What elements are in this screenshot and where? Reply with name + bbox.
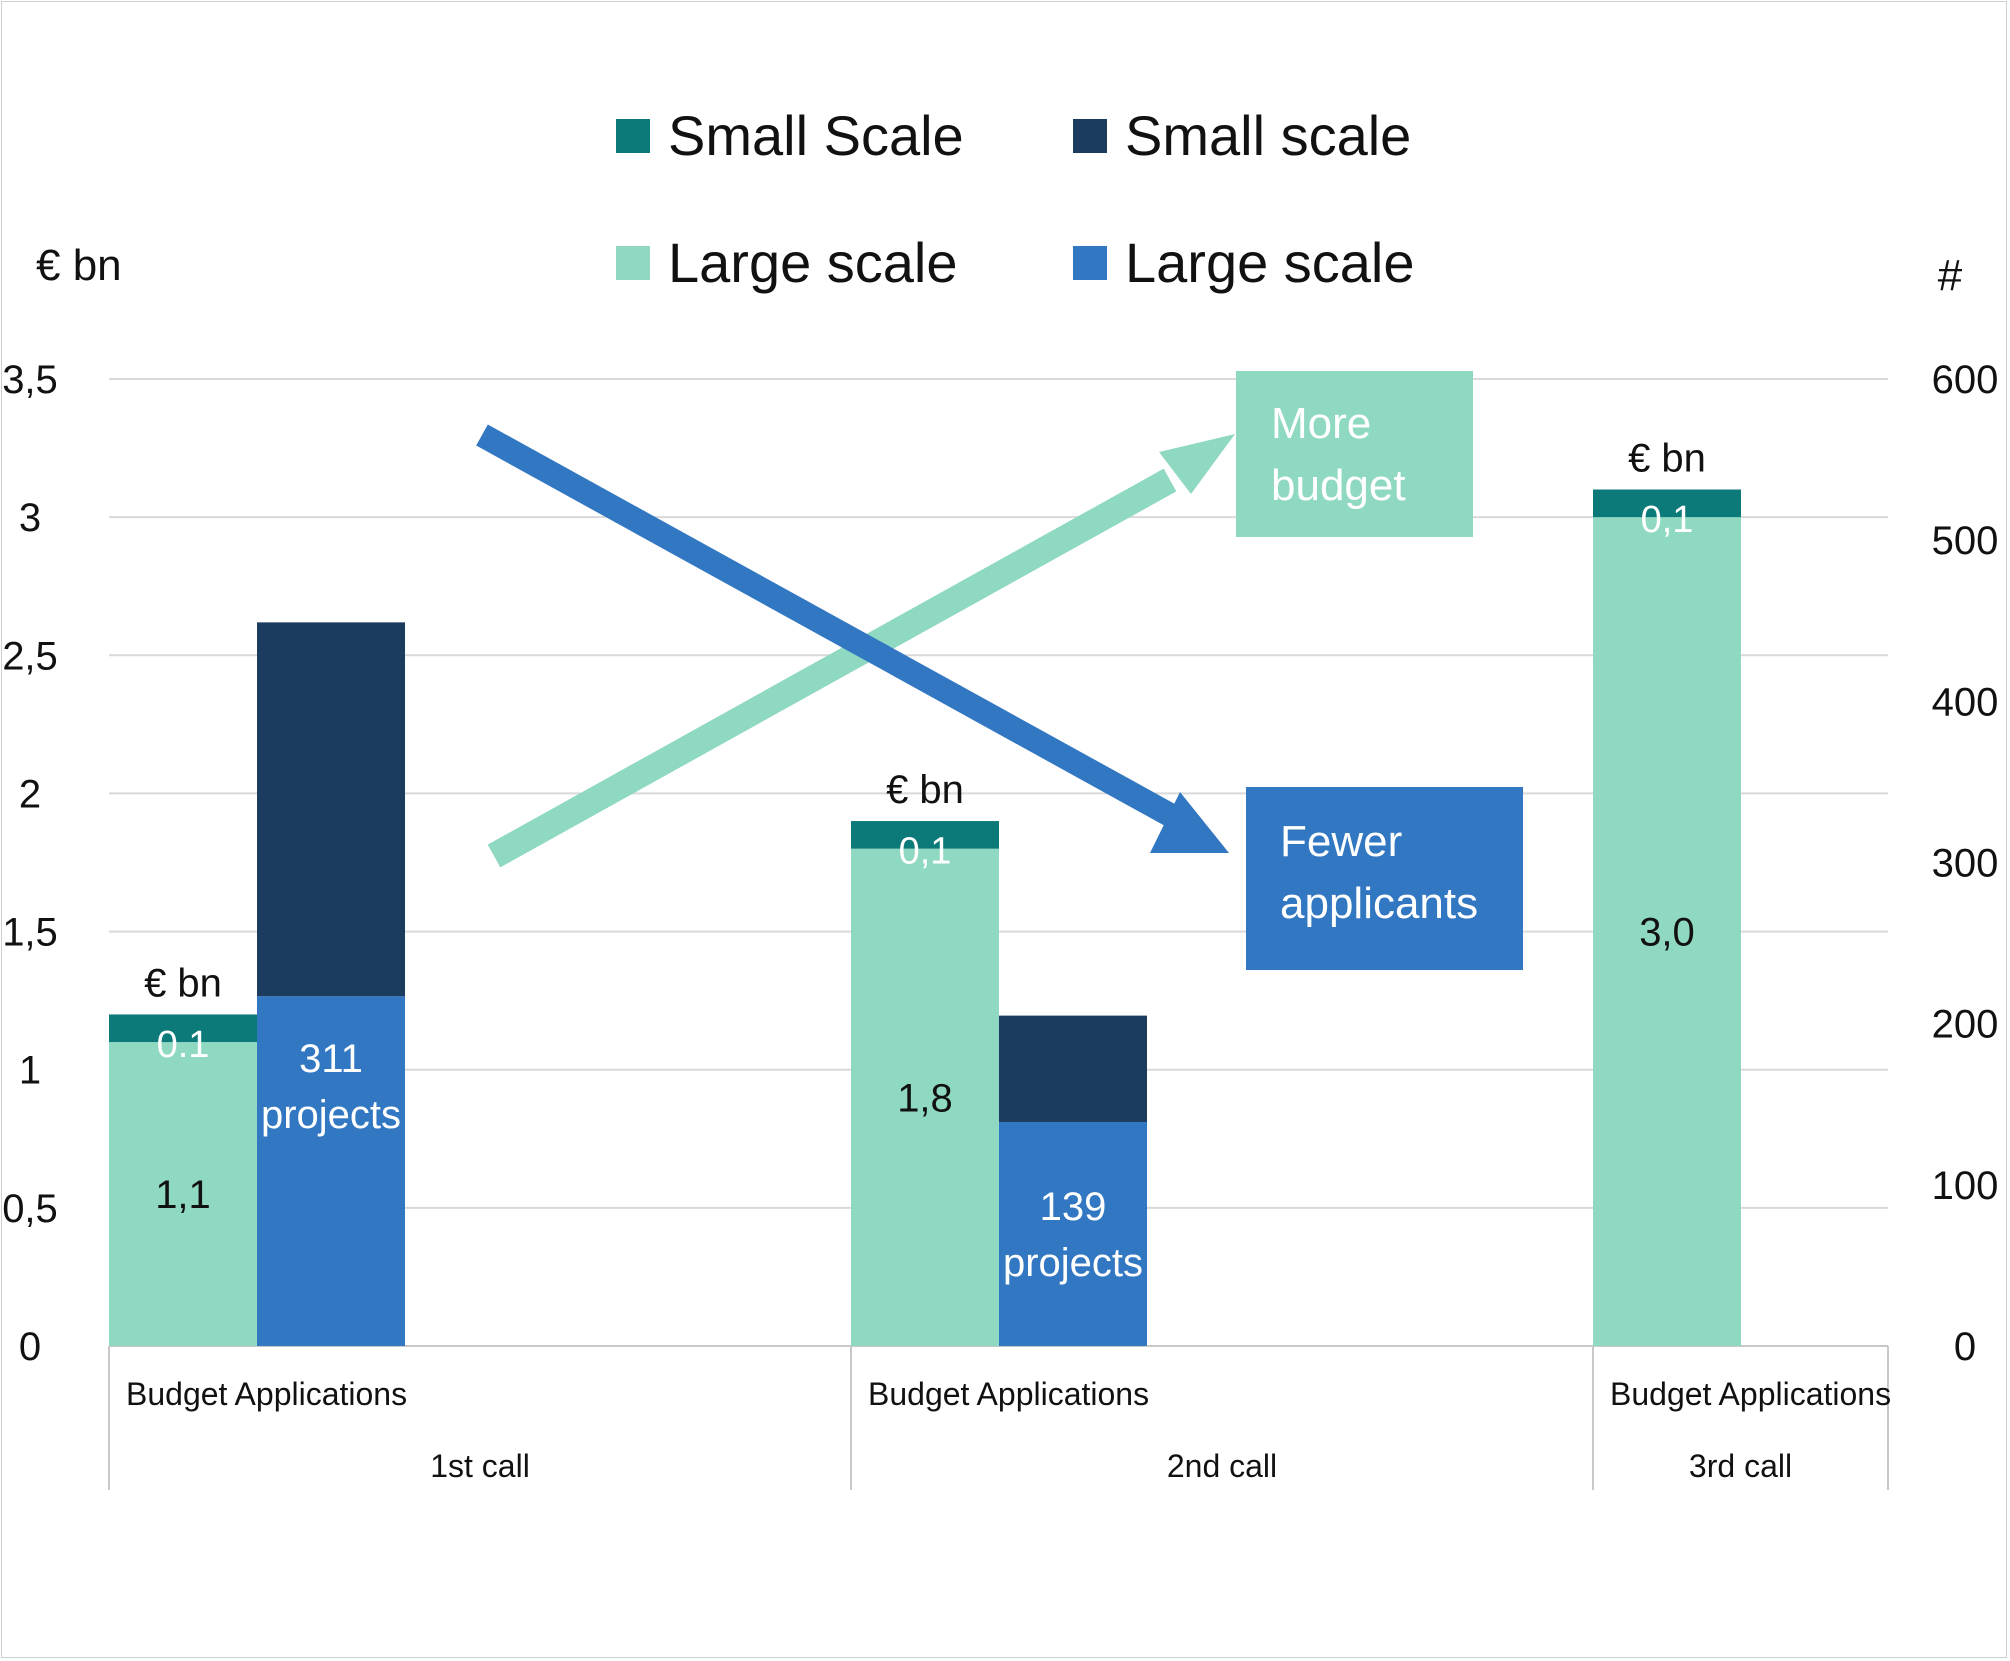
left-axis-tick-label: 0,5 — [2, 1187, 58, 1231]
right-axis-tick-label: 0 — [1954, 1325, 1976, 1369]
left-axis-tick-label: 2 — [19, 772, 41, 816]
bar-budget-small — [851, 821, 999, 849]
x-axis-subcategory-label: Budget Applications — [868, 1376, 1149, 1412]
left-axis-tick-label: 2,5 — [2, 634, 58, 678]
right-axis-tick-label: 400 — [1932, 680, 1999, 724]
legend-item-budget-large: Large scale — [616, 230, 958, 295]
legend-label-budget-small: Small Scale — [668, 104, 964, 167]
data-label-applications-unit: projects — [1003, 1241, 1143, 1285]
legend-item-budget-small: Small Scale — [616, 103, 964, 168]
callout-more-budget: More budget — [1236, 371, 1473, 537]
right-axis-unit-label: # — [1938, 251, 1963, 300]
legend-swatch-apps-large — [1073, 245, 1107, 280]
legend-item-apps-small: Small scale — [1073, 103, 1411, 168]
bar-budget-small — [1593, 489, 1741, 518]
data-label-budget-small: 0,1 — [1641, 499, 1694, 541]
left-axis-tick-label: 3,5 — [2, 358, 58, 402]
bar-applications-large — [999, 1121, 1147, 1346]
x-axis-subcategory-label: Budget Applications — [126, 1376, 407, 1412]
legend-item-apps-large: Large scale — [1073, 230, 1415, 295]
data-label-budget-unit: € bn — [1628, 437, 1706, 481]
legend-swatch-budget-large — [616, 245, 650, 280]
callout-more-budget-line2: budget — [1271, 461, 1406, 510]
x-axis-category-label: 2nd call — [1167, 1448, 1277, 1484]
fewer-applicants-arrow-shaft — [476, 424, 1176, 826]
left-axis-tick-label: 1,5 — [2, 911, 58, 955]
callout-fewer-applicants: Fewer applicants — [1246, 787, 1523, 970]
data-label-budget-unit: € bn — [886, 768, 964, 812]
callout-fewer-applicants-line2: applicants — [1280, 879, 1479, 928]
bar-budget-small — [109, 1014, 257, 1043]
fewer-applicants-arrow-head — [1150, 792, 1229, 853]
callout-fewer-applicants-line1: Fewer — [1280, 817, 1403, 866]
more-budget-arrow-head — [1159, 434, 1235, 494]
legend-swatch-apps-small — [1073, 118, 1107, 153]
bar-applications-large — [257, 996, 405, 1346]
left-axis-tick-label: 0 — [19, 1325, 41, 1369]
bar-applications-small — [257, 622, 405, 997]
data-label-applications-count: 311 — [299, 1037, 363, 1081]
data-label-budget-small: 0,1 — [899, 831, 952, 873]
legend-swatch-budget-small — [616, 118, 650, 153]
data-label-applications-count: 139 — [1040, 1185, 1107, 1229]
more-budget-arrow-shaft — [487, 468, 1177, 868]
legend-label-apps-large: Large scale — [1125, 231, 1415, 294]
right-axis-tick-label: 100 — [1932, 1164, 1999, 1208]
right-axis-tick-label: 200 — [1932, 1003, 1999, 1047]
x-axis-category-label: 1st call — [430, 1448, 530, 1484]
right-axis-tick-label: 300 — [1932, 842, 1999, 886]
data-label-budget-small: 0.1 — [157, 1024, 210, 1066]
data-label-applications-unit: projects — [261, 1093, 401, 1137]
bar-budget-large — [109, 1042, 257, 1346]
legend-label-apps-small: Small scale — [1125, 104, 1412, 167]
bar-budget-large — [851, 848, 999, 1346]
bar-applications-small — [999, 1015, 1147, 1122]
x-axis-subcategory-label: Budget Applications — [1610, 1376, 1891, 1412]
bar-budget-large — [1593, 517, 1741, 1346]
data-label-budget-large: 3,0 — [1639, 911, 1695, 955]
right-axis-tick-label: 500 — [1932, 519, 1999, 563]
data-label-budget-large: 1,8 — [897, 1076, 953, 1120]
legend-label-budget-large: Large scale — [668, 231, 958, 294]
data-label-budget-large: 1,1 — [155, 1173, 211, 1217]
data-label-budget-unit: € bn — [144, 961, 222, 1005]
left-axis-unit-label: € bn — [36, 241, 122, 290]
callout-more-budget-line1: More — [1271, 399, 1372, 448]
left-axis-tick-label: 3 — [19, 496, 41, 540]
x-axis-category-label: 3rd call — [1689, 1448, 1792, 1484]
right-axis-tick-label: 600 — [1932, 358, 1999, 402]
left-axis-tick-label: 1 — [19, 1049, 41, 1093]
